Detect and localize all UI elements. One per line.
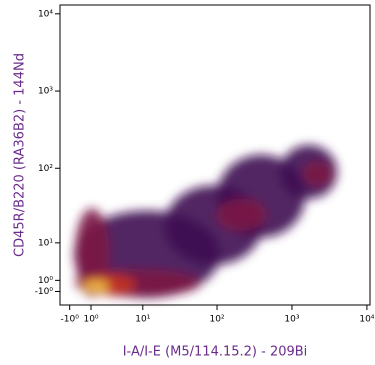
y-axis-label: CD45R/B220 (RA36B2) - 144Nd — [13, 53, 28, 257]
x-tick-label: 10² — [209, 315, 224, 325]
y-tick-label: 10⁰ — [38, 276, 53, 286]
y-tick-label: 10⁴ — [38, 9, 53, 19]
x-tick-label: 10³ — [284, 315, 299, 325]
density-region — [217, 198, 266, 231]
x-tick-label: 10¹ — [135, 315, 150, 325]
x-axis-label: I-A/I-E (M5/114.15.2) - 209Bi — [123, 345, 308, 360]
x-tick-label: -10⁰ — [61, 315, 80, 325]
y-tick-label: 10³ — [38, 87, 53, 97]
density-layer — [73, 145, 338, 298]
density-region — [83, 280, 110, 292]
density-region — [302, 162, 333, 186]
plot-frame — [59, 4, 371, 306]
y-tick-label: 10² — [38, 164, 53, 174]
x-tick-label: 10⁴ — [359, 315, 374, 325]
y-tick-label: -10⁰ — [35, 287, 54, 297]
x-tick-label: 10⁰ — [83, 315, 98, 325]
y-tick-label: 10¹ — [38, 238, 53, 248]
